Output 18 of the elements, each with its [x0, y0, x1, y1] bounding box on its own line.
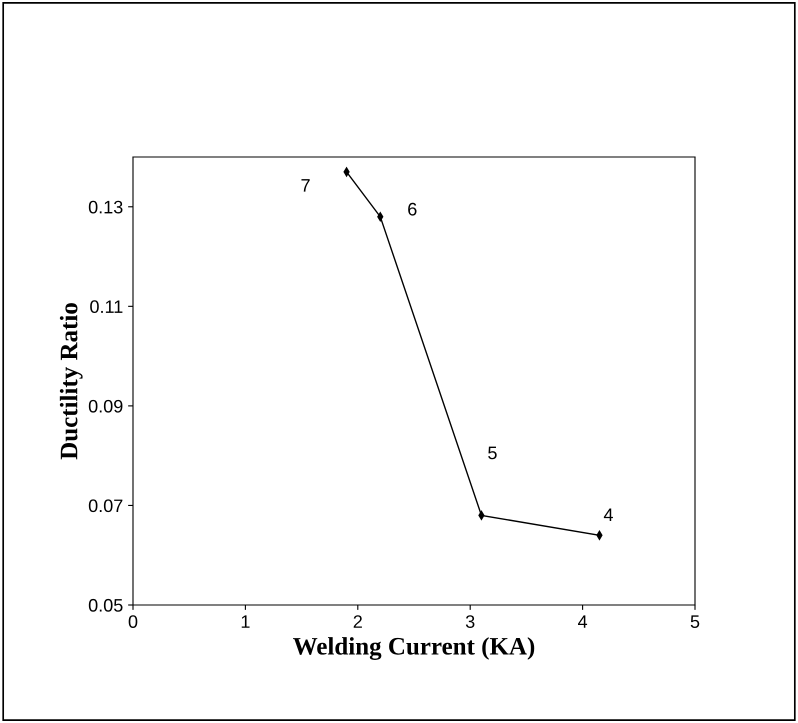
y-tick-label: 0.07: [88, 499, 122, 512]
point: [596, 530, 603, 540]
annotation: 6: [408, 202, 417, 216]
x-tick-label: 5: [690, 615, 700, 628]
y-tick-label: 0.11: [90, 300, 122, 314]
x-tick-label: 2: [354, 615, 362, 628]
x-tick-label: 0: [128, 615, 138, 628]
x-tick-label: 4: [578, 615, 588, 628]
annotation: 4: [604, 508, 613, 521]
x-tick-label: 3: [466, 615, 474, 628]
annotation: 7: [301, 179, 310, 192]
x-tick-label: 1: [242, 615, 250, 628]
y-tick-label: 0.09: [88, 400, 122, 413]
y-tick-label: 0.13: [88, 200, 122, 214]
annotation: 5: [488, 446, 497, 460]
y-axis-title: Ductility Ratio: [60, 303, 83, 460]
x-axis-title: Welding Current (KA): [293, 637, 534, 660]
y-tick-label: 0.05: [88, 598, 123, 612]
